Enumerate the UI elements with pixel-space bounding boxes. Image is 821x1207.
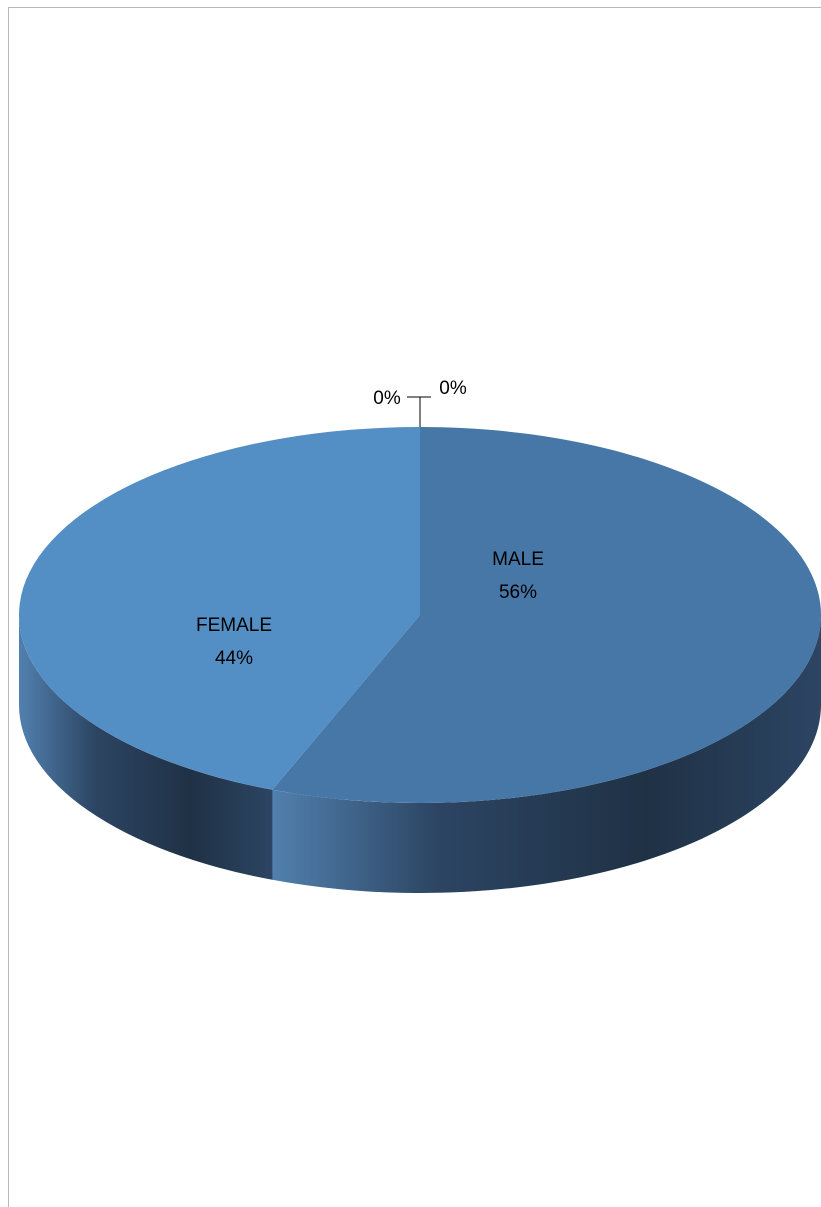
label-zero-right: 0% (439, 378, 467, 399)
pie-slice-male (272, 427, 821, 803)
leader-line-right (419, 396, 431, 427)
leader-line-group (407, 396, 431, 427)
label-female-category: FEMALE (196, 615, 272, 636)
label-female: FEMALE 44% (196, 615, 272, 669)
frame-left-border (8, 7, 9, 1207)
label-male-category: MALE (492, 549, 544, 570)
label-male: MALE 56% (492, 549, 544, 603)
pie-side-male (272, 615, 821, 893)
pie-side-group (18, 615, 821, 893)
label-male-percent: 56% (499, 582, 537, 603)
pie-top-group (18, 427, 821, 803)
pie-side-female (18, 615, 273, 880)
label-female-percent: 44% (215, 648, 253, 669)
label-zero-left: 0% (373, 388, 401, 409)
frame-top-border (8, 7, 821, 8)
pie-slice-female (18, 427, 420, 790)
data-label-group: MALE 56% FEMALE 44% 0% 0% (196, 378, 544, 669)
